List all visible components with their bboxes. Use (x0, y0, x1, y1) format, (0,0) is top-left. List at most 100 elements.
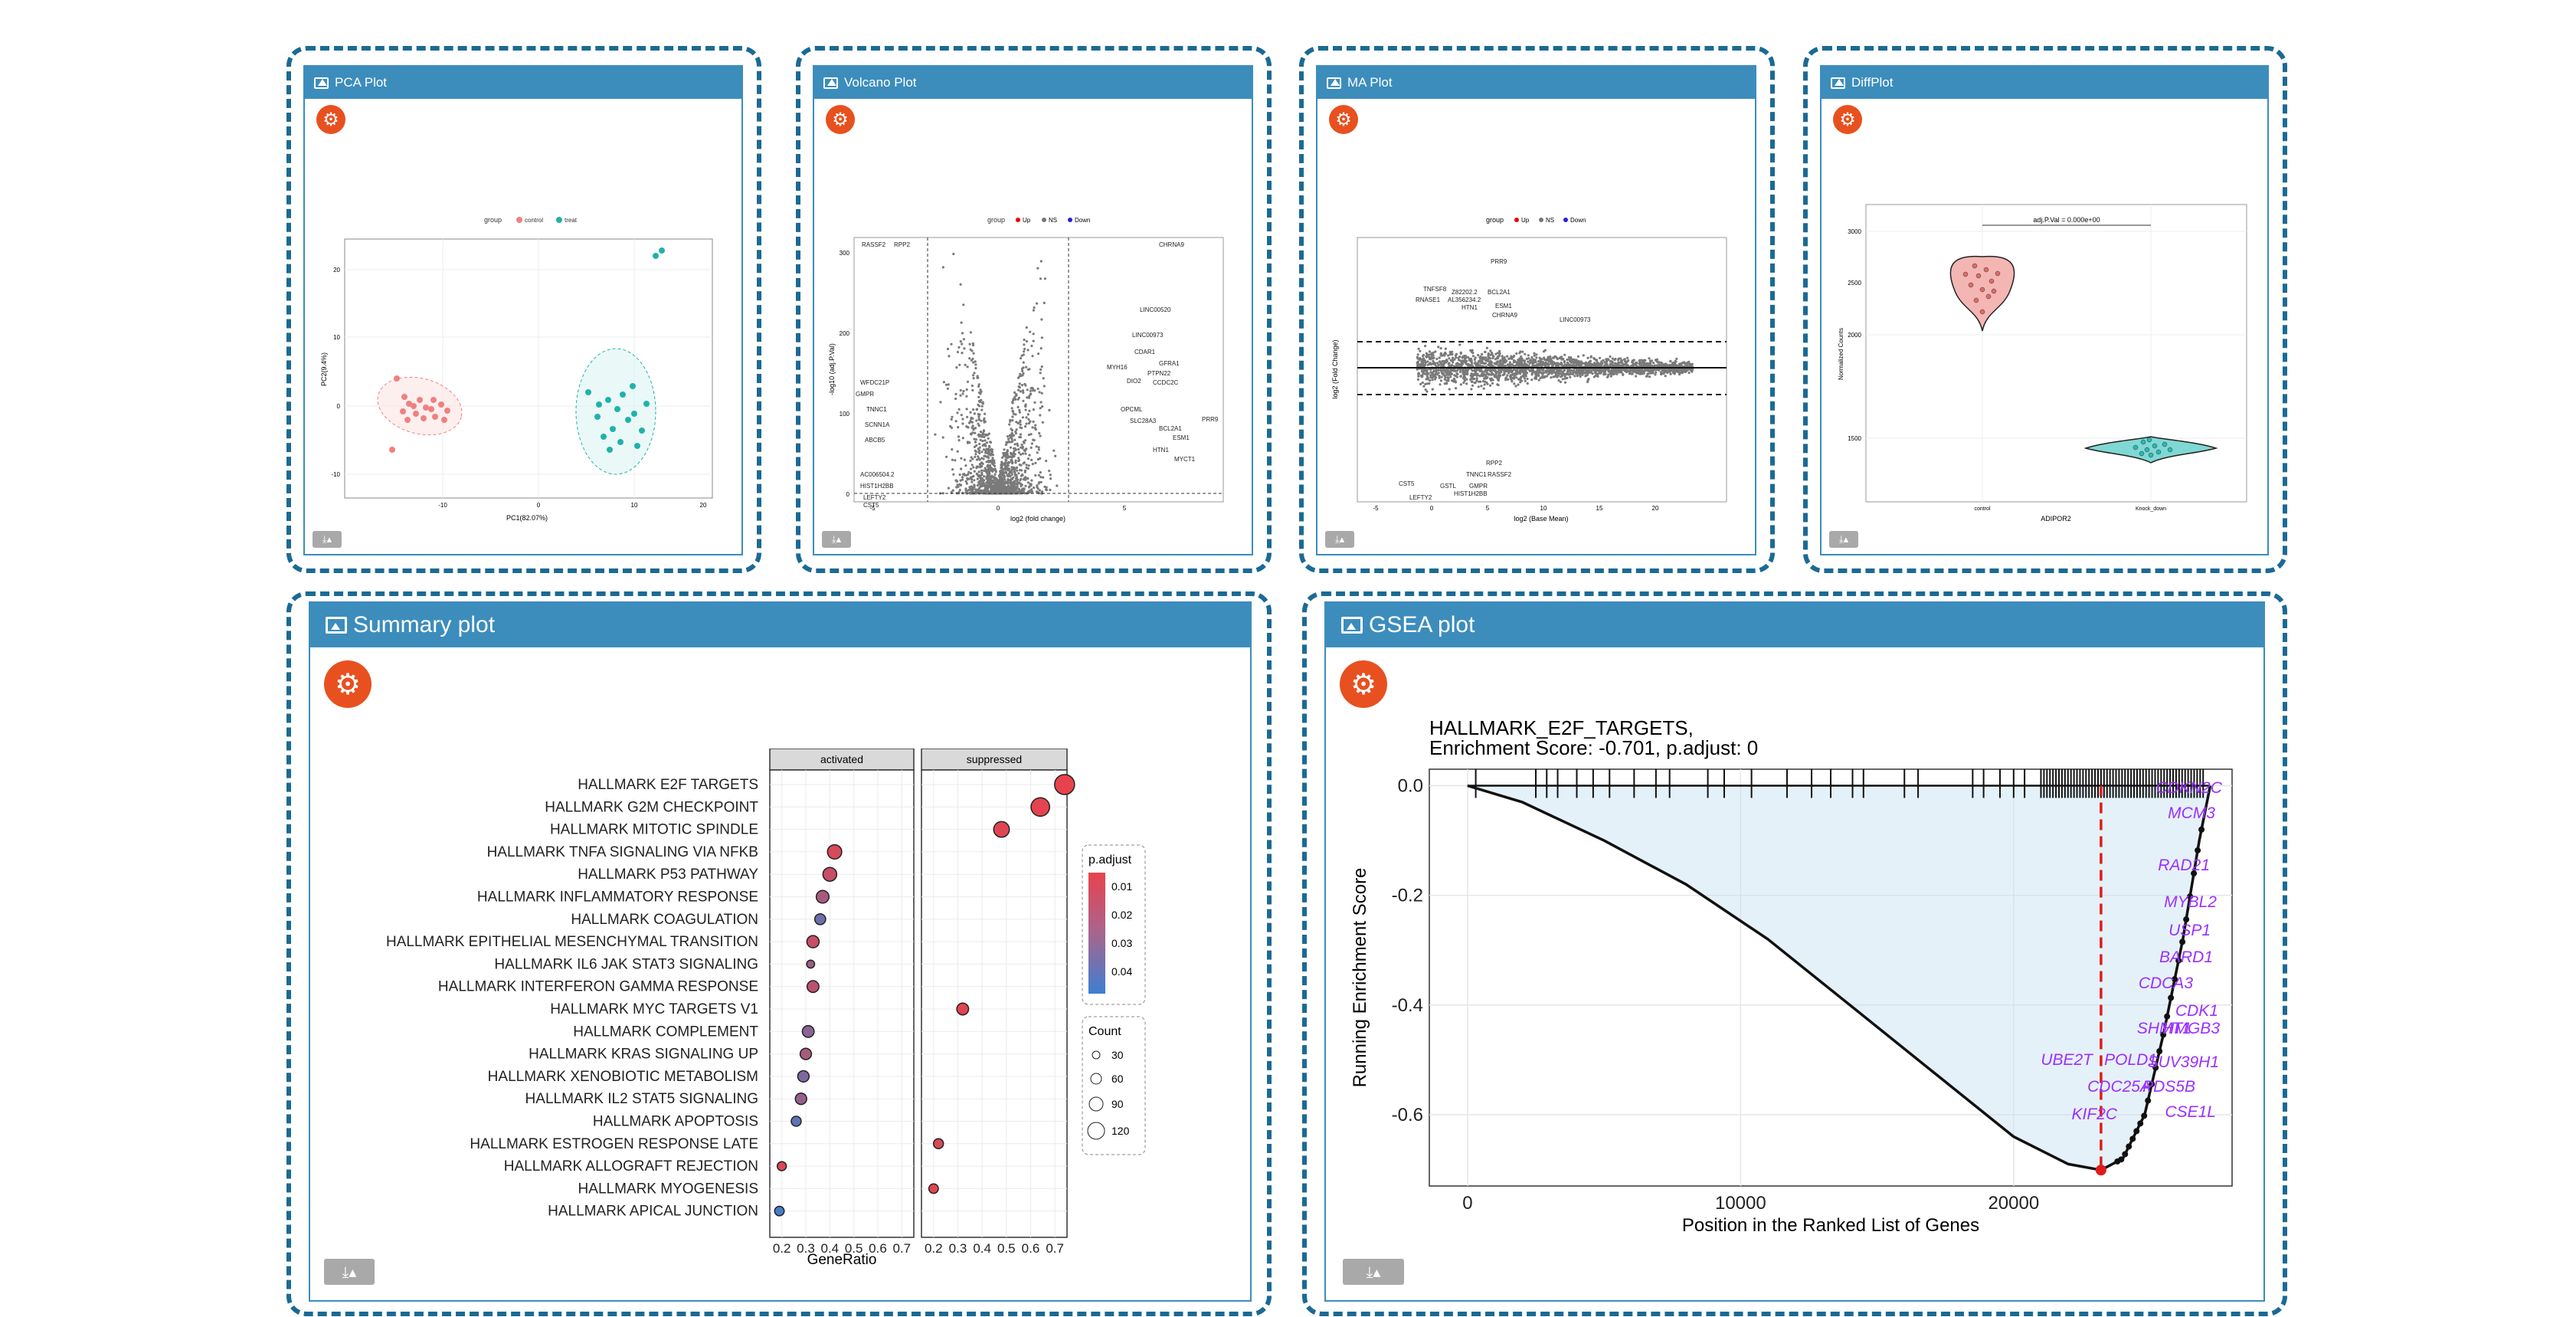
dot-point (815, 889, 830, 904)
ma-frame (1299, 46, 1775, 573)
x-tick: 10000 (1715, 1193, 1766, 1214)
x-tick: 20000 (1988, 1193, 2039, 1214)
download-button[interactable]: ⤓▴ (324, 1259, 375, 1285)
download-icon: ⤓▴ (322, 533, 332, 545)
gene-label: CHRNA9 (1492, 312, 1517, 319)
gene-label: TNNC1 (866, 406, 887, 413)
legend-label: 0.01 (1111, 880, 1132, 893)
term-label: HALLMARK EPITHELIAL MESENCHYMAL TRANSITI… (386, 934, 758, 950)
gene-label: POLD1 (2104, 1051, 2157, 1069)
x-tick: 0.4 (821, 1241, 840, 1256)
dot-point (993, 821, 1010, 838)
y-axis-label: log2 (Fold Change) (1331, 339, 1339, 398)
gene-label: LINC00973 (1560, 316, 1591, 323)
settings-button[interactable]: ⚙ (324, 660, 372, 708)
y-tick: 2500 (1848, 280, 1861, 287)
gene-label: BCL2A1 (1488, 289, 1511, 296)
gene-label: KIF2C (2071, 1106, 2117, 1123)
term-label: HALLMARK KRAS SIGNALING UP (529, 1047, 758, 1063)
gene-point (2141, 1112, 2148, 1119)
gsea-panel-header: GSEA plot (1326, 603, 2263, 647)
download-button[interactable]: ⤓▴ (1325, 531, 1354, 548)
chart-subtitle: Enrichment Score: -0.701, p.adjust: 0 (1429, 736, 1758, 759)
gene-label: TNNC1 (1466, 471, 1487, 478)
gene-label: CDKN2C (2156, 779, 2223, 797)
x-tick: 0.7 (893, 1241, 912, 1256)
download-button[interactable]: ⤓▴ (822, 531, 851, 548)
dot-point (928, 1183, 939, 1194)
gene-label: AL356234.2 (1448, 296, 1481, 303)
legend-label: Up (1023, 217, 1031, 224)
volcano-panel: Volcano Plot ⚙ group Up NS Down RASSF2 RP… (813, 65, 1253, 555)
gene-point (2152, 1064, 2159, 1071)
download-button[interactable]: ⤓▴ (1829, 531, 1858, 548)
gene-label: GMPR (856, 391, 874, 398)
gene-point (2195, 847, 2201, 853)
volcano-plot: group Up NS Down RASSF2 RPP2 CHRNA9 LINC005… (828, 216, 1224, 523)
x-tick: 5 (1123, 505, 1127, 512)
x-axis-label: ADIPOR2 (2041, 515, 2071, 523)
gene-label: RAD21 (2158, 857, 2210, 874)
gene-label: UBE2T (2041, 1051, 2094, 1069)
y-tick: 200 (840, 330, 850, 337)
dot-point (794, 1093, 807, 1106)
p-value-annotation: adj.P.Val = 0.000e+00 (2033, 216, 2100, 224)
x-axis-label: log2 (Base Mean) (1514, 515, 1568, 523)
gene-point (2129, 1135, 2136, 1142)
legend-label: 30 (1111, 1049, 1124, 1061)
gene-label: ABCB5 (865, 437, 885, 444)
gene-label: RASSF2 (1488, 471, 1512, 478)
gene-label: RPP2 (1486, 460, 1502, 467)
settings-button[interactable]: ⚙ (1833, 105, 1862, 134)
gear-icon: ⚙ (1839, 109, 1856, 130)
term-label: HALLMARK TNFA SIGNALING VIA NFKB (487, 844, 758, 860)
legend-label: Up (1521, 217, 1530, 224)
gene-point (2175, 957, 2182, 964)
settings-button[interactable]: ⚙ (1340, 660, 1387, 708)
settings-button[interactable]: ⚙ (1329, 105, 1358, 134)
term-label: HALLMARK INTERFERON GAMMA RESPONSE (438, 979, 758, 995)
x-tick: 0 (997, 505, 1000, 512)
dot-point (956, 1002, 970, 1016)
dot-point (826, 844, 843, 860)
x-tick: 15 (1596, 505, 1603, 512)
gene-label: HIST1H2BB (1454, 490, 1488, 497)
settings-button[interactable]: ⚙ (316, 105, 345, 134)
image-icon (1341, 617, 1363, 634)
term-label: HALLMARK MYC TARGETS V1 (550, 1001, 758, 1017)
image-icon (823, 77, 838, 89)
settings-button[interactable]: ⚙ (826, 105, 855, 134)
diff-panel-header: DiffPlot (1822, 67, 2267, 99)
legend-label: control (525, 217, 543, 224)
dot-point (932, 1138, 944, 1150)
y-tick: -0.6 (1392, 1105, 1423, 1125)
image-icon (1327, 77, 1341, 89)
download-button[interactable]: ⤓▴ (1343, 1259, 1404, 1285)
gene-label: LEFTY2 (863, 494, 886, 501)
gene-label: PRR9 (1202, 416, 1219, 423)
gene-label: BARD1 (2159, 948, 2213, 966)
y-tick: 100 (840, 411, 850, 418)
term-label: HALLMARK APICAL JUNCTION (548, 1204, 758, 1220)
y-tick: 0.0 (1398, 775, 1423, 796)
gene-label: DIO2 (1127, 378, 1141, 385)
gene-point (2164, 1013, 2171, 1020)
summary-plot: activated suppressed HALLMARK E2F TARGET… (386, 749, 1146, 1268)
download-button[interactable]: ⤓▴ (313, 531, 342, 548)
term-label: HALLMARK MITOTIC SPINDLE (550, 822, 758, 838)
gene-label: GFRA1 (1159, 360, 1180, 367)
pca-frame (286, 46, 761, 573)
x-tick: 0.5 (997, 1241, 1016, 1256)
diff-panel: DiffPlot ⚙ adj.P.Val = 0.000e+00 3000 25… (1820, 65, 2269, 555)
facet-label-suppressed: suppressed (967, 753, 1022, 765)
panel-title: PCA Plot (335, 75, 388, 90)
gene-label: SHMT1 (2137, 1020, 2191, 1037)
gsea-frame (1302, 591, 2287, 1316)
gear-icon: ⚙ (1350, 667, 1377, 701)
gene-point (2187, 893, 2194, 900)
gene-label: GSTL (1440, 483, 1456, 490)
legend-label: 0.02 (1111, 909, 1132, 921)
summary-panel-header: Summary plot (310, 603, 1250, 647)
pca-panel: PCA Plot ⚙ group control treat 20 10 0 -… (303, 65, 743, 555)
x-axis-label: PC1(82.07%) (506, 514, 548, 522)
